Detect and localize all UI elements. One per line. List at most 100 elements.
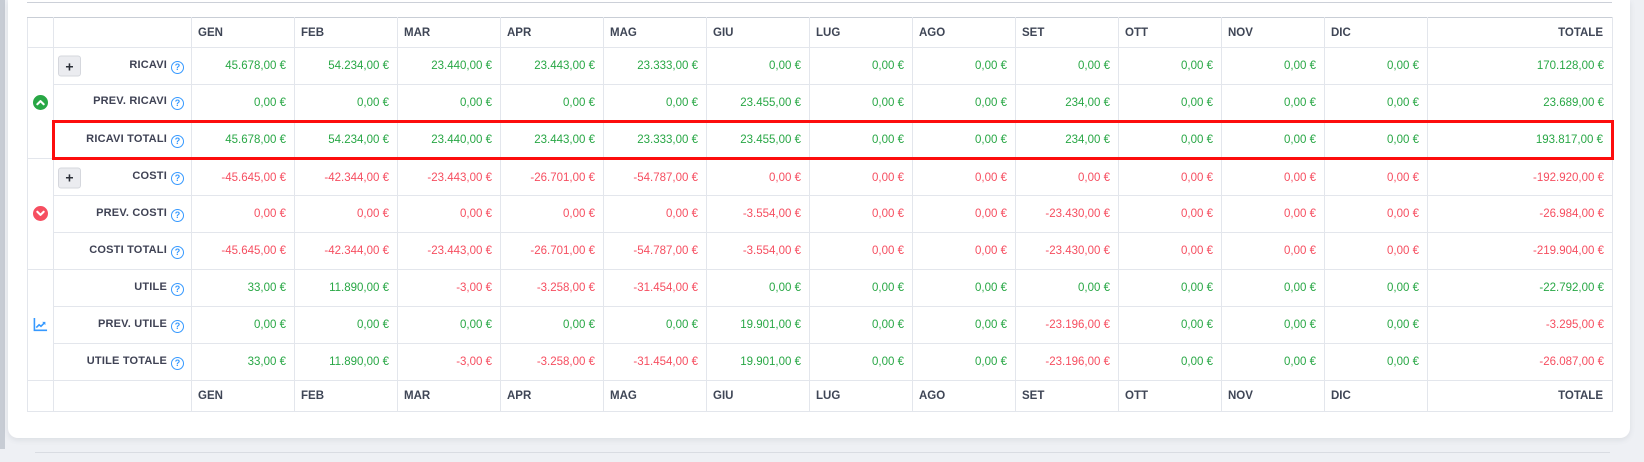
column-header: SET	[1015, 380, 1119, 412]
value-cell: 0,00 €	[603, 84, 707, 122]
column-header: MAG	[603, 380, 707, 412]
value-cell: 54.234,00 €	[294, 47, 398, 85]
value-cell: 0,00 €	[706, 269, 810, 307]
value-cell: -31.454,00 €	[603, 269, 707, 307]
empty-icon-col-cell	[27, 380, 54, 412]
value-cell: 0,00 €	[1221, 47, 1325, 85]
value-cell: -3,00 €	[397, 269, 501, 307]
expand-row-button[interactable]: +	[58, 167, 81, 188]
value-cell: 0,00 €	[706, 47, 810, 85]
value-cell: 0,00 €	[191, 84, 295, 122]
value-cell: 0,00 €	[1221, 84, 1325, 122]
value-cell: 0,00 €	[809, 195, 913, 233]
help-icon[interactable]: ?	[171, 356, 184, 370]
value-cell: 33,00 €	[191, 269, 295, 307]
empty-label-col-cell	[53, 380, 192, 412]
value-cell: 0,00 €	[1221, 120, 1325, 160]
value-cell: 0,00 €	[912, 158, 1016, 196]
value-cell: 0,00 €	[1118, 84, 1222, 122]
value-cell: 0,00 €	[1324, 269, 1428, 307]
value-cell: 0,00 €	[912, 232, 1016, 270]
row-label: PREV. UTILE	[97, 317, 167, 330]
value-cell: -23.443,00 €	[397, 232, 501, 270]
value-cell: 0,00 €	[1221, 306, 1325, 344]
value-cell: -3.258,00 €	[500, 343, 604, 381]
column-header: FEB	[294, 17, 398, 48]
value-cell: 0,00 €	[1118, 343, 1222, 381]
value-cell: -45.645,00 €	[191, 158, 295, 196]
column-header: APR	[500, 380, 604, 412]
value-cell: -54.787,00 €	[603, 158, 707, 196]
value-cell: 0,00 €	[809, 232, 913, 270]
value-cell: 0,00 €	[809, 343, 913, 381]
value-cell: -42.344,00 €	[294, 158, 398, 196]
value-cell: 0,00 €	[809, 158, 913, 196]
month-label-row: GEN FEB MAR APR MAG GIU LUG AGO SET OTT NOV DIC TOTA…	[27, 17, 1613, 48]
help-icon[interactable]: ?	[171, 282, 184, 296]
value-cell: -192.920,00 €	[1427, 158, 1613, 196]
value-cell: 0,00 €	[1221, 232, 1325, 270]
help-icon[interactable]: ?	[171, 245, 184, 259]
value-cell: 23.440,00 €	[397, 47, 501, 85]
help-icon[interactable]: ?	[171, 60, 184, 74]
table-row: PREV. UTILE? 0,00 €0,00 €0,00 €0,00 €0,00…	[28, 306, 1613, 344]
help-icon[interactable]: ?	[171, 319, 184, 333]
value-cell: 0,00 €	[1015, 269, 1119, 307]
table-header: GEN FEB MAR APR MAG GIU LUG AGO SET OTT NOV DIC TOTA…	[27, 17, 1613, 48]
chart-line-icon	[33, 318, 48, 332]
column-header: OTT	[1118, 380, 1222, 412]
column-header: APR	[500, 17, 604, 48]
value-cell: 0,00 €	[500, 306, 604, 344]
table-row: COSTI TOTALI? -45.645,00 € -42.344,00 € -23…	[28, 232, 1613, 270]
value-cell: 23.443,00 €	[500, 120, 604, 160]
help-icon[interactable]: ?	[171, 97, 184, 110]
value-cell: 0,00 €	[1221, 195, 1325, 233]
value-cell: 0,00 €	[912, 47, 1016, 85]
value-cell: -54.787,00 €	[603, 232, 707, 270]
row-label-cell: RICAVI TOTALI?	[52, 120, 192, 160]
value-cell: 0,00 €	[1324, 84, 1428, 122]
value-cell: 0,00 €	[912, 195, 1016, 233]
value-cell: 0,00 €	[1118, 232, 1222, 270]
value-cell: 0,00 €	[500, 195, 604, 233]
value-cell: -26.701,00 €	[500, 232, 604, 270]
value-cell: 0,00 €	[1015, 47, 1119, 85]
value-cell: 45.678,00 €	[191, 47, 295, 85]
value-cell: 0,00 €	[1221, 158, 1325, 196]
value-cell: 0,00 €	[1324, 232, 1428, 270]
value-cell: 193.817,00 €	[1427, 120, 1614, 160]
column-header: OTT	[1118, 17, 1222, 48]
value-cell: -23.196,00 €	[1015, 343, 1119, 381]
value-cell: -22.792,00 €	[1427, 269, 1613, 307]
value-cell: 0,00 €	[1324, 306, 1428, 344]
group-icon-cell	[27, 158, 54, 270]
budget-table: GEN FEB MAR APR MAG GIU LUG AGO SET OTT NOV DIC TOTA…	[27, 17, 1614, 412]
value-cell: 23.333,00 €	[603, 47, 707, 85]
group-icon-cell	[27, 269, 54, 381]
circle-chevron-up-icon	[32, 95, 48, 111]
column-header: GEN	[191, 17, 295, 48]
help-icon[interactable]: ?	[171, 134, 184, 148]
help-icon[interactable]: ?	[171, 208, 184, 222]
empty-label-col-cell	[53, 17, 192, 48]
table-row: + RICAVI? 45.678,00 €54.234,00 €23.440,00 …	[27, 47, 1613, 159]
column-header: MAR	[397, 17, 501, 48]
value-cell: 23.455,00 €	[706, 120, 810, 160]
value-cell: 45.678,00 €	[191, 120, 295, 160]
table-row: UTILE TOTALE? 33,00 €11.890,00 € -3,00 € -3…	[28, 343, 1613, 381]
value-cell: 11.890,00 €	[294, 343, 398, 381]
column-header: NOV	[1221, 380, 1325, 412]
help-icon[interactable]: ?	[171, 172, 184, 185]
value-cell: 0,00 €	[1324, 195, 1428, 233]
column-header: AGO	[912, 380, 1016, 412]
row-label-cell: + RICAVI?	[53, 47, 192, 85]
value-cell: -3.554,00 €	[706, 232, 810, 270]
row-label: COSTI TOTALI	[89, 243, 167, 256]
value-cell: 23.333,00 €	[603, 120, 707, 160]
value-cell: 0,00 €	[1324, 47, 1428, 85]
table-row: PREV. RICAVI? 0,00 €0,00 €0,00 €0,00 €0,0…	[28, 84, 1613, 122]
expand-row-button[interactable]: +	[58, 55, 81, 77]
value-cell: 19.901,00 €	[706, 343, 810, 381]
value-cell: 0,00 €	[500, 84, 604, 122]
value-cell: 0,00 €	[1118, 158, 1222, 196]
